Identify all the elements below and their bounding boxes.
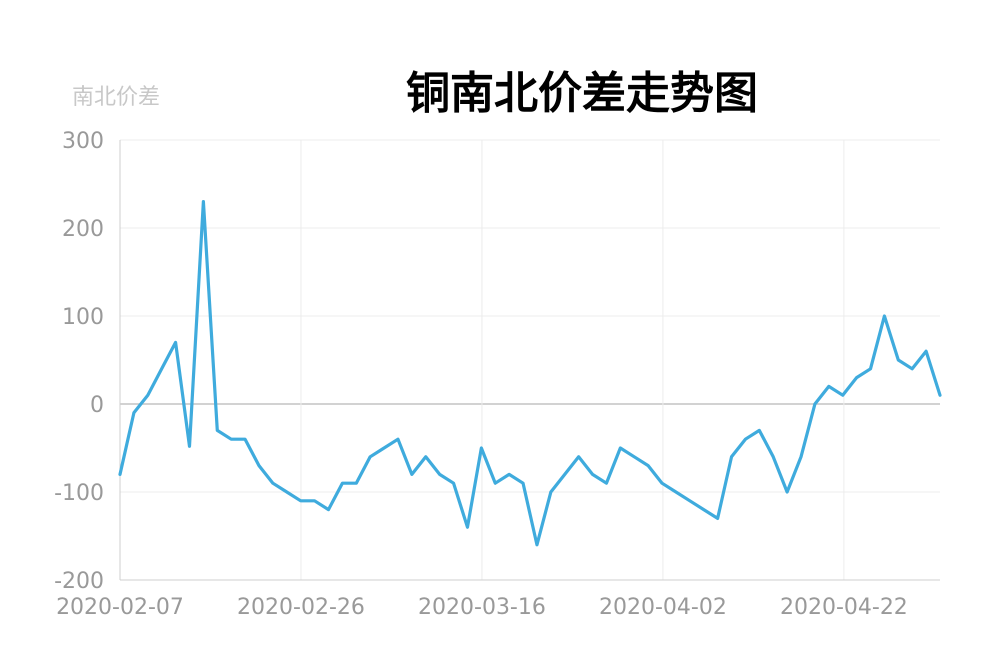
- grid: [119, 139, 940, 581]
- chart-title: 铜南北价差走势图: [406, 68, 758, 119]
- data-point: [841, 393, 845, 397]
- data-point: [827, 384, 831, 388]
- data-point: [646, 464, 650, 468]
- x-tick-label: 2020-02-07: [56, 595, 184, 620]
- data-point: [924, 349, 928, 353]
- data-point: [146, 393, 150, 397]
- data-point: [938, 393, 942, 397]
- data-point: [243, 437, 247, 441]
- y-tick-label: 0: [90, 393, 104, 418]
- data-point: [618, 446, 622, 450]
- data-point: [465, 525, 469, 529]
- y-tick-label: -200: [54, 569, 104, 594]
- data-point: [577, 455, 581, 459]
- data-point: [493, 481, 497, 485]
- data-point: [660, 481, 664, 485]
- data-point: [326, 508, 330, 512]
- data-point: [382, 446, 386, 450]
- data-point: [799, 455, 803, 459]
- data-point: [757, 428, 761, 432]
- series-line: [118, 200, 942, 547]
- data-point: [813, 402, 817, 406]
- data-point: [215, 428, 219, 432]
- data-point: [299, 499, 303, 503]
- data-point: [438, 472, 442, 476]
- data-point: [591, 472, 595, 476]
- data-point: [743, 437, 747, 441]
- data-point: [271, 481, 275, 485]
- data-point: [160, 367, 164, 371]
- data-point: [869, 367, 873, 371]
- data-point: [507, 472, 511, 476]
- data-point: [549, 490, 553, 494]
- data-point: [313, 499, 317, 503]
- data-point: [535, 543, 539, 547]
- data-point: [201, 200, 205, 204]
- data-point: [771, 455, 775, 459]
- data-point: [174, 340, 178, 344]
- data-point: [479, 446, 483, 450]
- data-point: [229, 437, 233, 441]
- data-point: [354, 481, 358, 485]
- data-point: [910, 367, 914, 371]
- data-point: [340, 481, 344, 485]
- data-point: [257, 464, 261, 468]
- data-point: [855, 376, 859, 380]
- y-tick-label: 200: [62, 217, 104, 242]
- data-point: [187, 444, 191, 448]
- series-layer: [118, 200, 942, 547]
- x-tick-label: 2020-02-26: [237, 595, 365, 620]
- data-point: [452, 481, 456, 485]
- data-point: [410, 472, 414, 476]
- data-point: [688, 499, 692, 503]
- data-point: [604, 481, 608, 485]
- data-point: [785, 490, 789, 494]
- data-point: [702, 508, 706, 512]
- data-point: [285, 490, 289, 494]
- data-point: [730, 455, 734, 459]
- y-tick-label: -100: [54, 481, 104, 506]
- data-point: [632, 455, 636, 459]
- data-point: [674, 490, 678, 494]
- x-tick-label: 2020-03-16: [418, 595, 546, 620]
- y-tick-label: 100: [62, 305, 104, 330]
- data-point: [132, 411, 136, 415]
- data-point: [563, 472, 567, 476]
- data-point: [424, 455, 428, 459]
- data-point: [396, 437, 400, 441]
- data-point: [896, 358, 900, 362]
- y-axis-label: 南北价差: [72, 85, 160, 110]
- data-point: [882, 314, 886, 318]
- y-tick-label: 300: [62, 129, 104, 154]
- data-point: [118, 472, 122, 476]
- x-tick-label: 2020-04-02: [599, 595, 727, 620]
- data-point: [368, 455, 372, 459]
- data-point: [521, 481, 525, 485]
- x-tick-label: 2020-04-22: [780, 595, 908, 620]
- data-point: [716, 516, 720, 520]
